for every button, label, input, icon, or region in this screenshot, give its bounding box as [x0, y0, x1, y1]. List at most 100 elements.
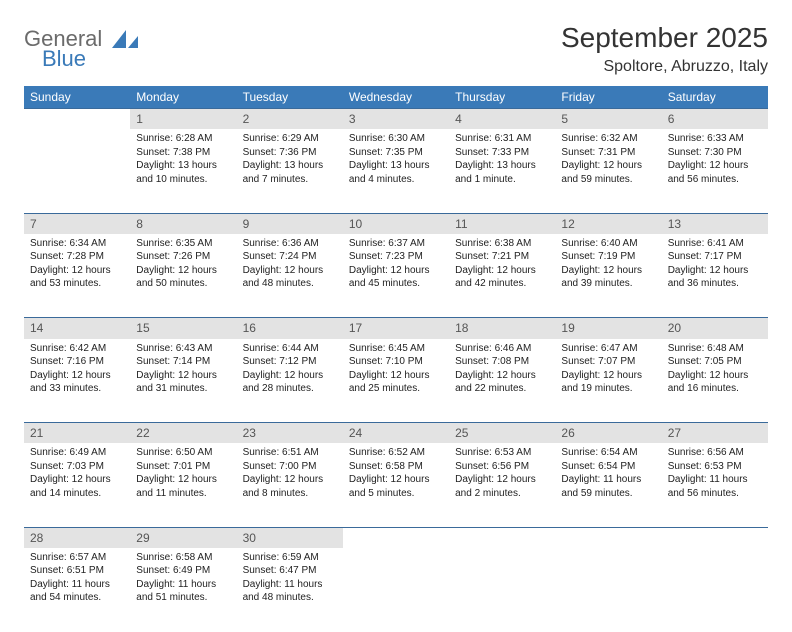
- daylight-text: Daylight: 12 hours and 31 minutes.: [136, 369, 230, 396]
- sunrise-text: Sunrise: 6:57 AM: [30, 551, 124, 565]
- day-number-cell: 2: [237, 109, 343, 130]
- day-number-cell: 4: [449, 109, 555, 130]
- day-number-cell: 20: [662, 318, 768, 339]
- daylight-text: Daylight: 12 hours and 59 minutes.: [561, 159, 655, 186]
- location: Spoltore, Abruzzo, Italy: [561, 58, 768, 76]
- sunset-text: Sunset: 7:38 PM: [136, 146, 230, 160]
- sunset-text: Sunset: 7:16 PM: [30, 355, 124, 369]
- daylight-text: Daylight: 12 hours and 5 minutes.: [349, 473, 443, 500]
- sunset-text: Sunset: 7:00 PM: [243, 460, 337, 474]
- sunrise-text: Sunrise: 6:48 AM: [668, 342, 762, 356]
- daylight-text: Daylight: 12 hours and 22 minutes.: [455, 369, 549, 396]
- day-number-cell: 21: [24, 423, 130, 444]
- day-number-cell: 23: [237, 423, 343, 444]
- day-cell: Sunrise: 6:54 AMSunset: 6:54 PMDaylight:…: [555, 443, 661, 527]
- daylight-text: Daylight: 12 hours and 42 minutes.: [455, 264, 549, 291]
- day-number-cell: 14: [24, 318, 130, 339]
- day-number-cell: 7: [24, 213, 130, 234]
- daylight-text: Daylight: 11 hours and 59 minutes.: [561, 473, 655, 500]
- weekday-header: Saturday: [662, 86, 768, 109]
- day-cell: Sunrise: 6:57 AMSunset: 6:51 PMDaylight:…: [24, 548, 130, 632]
- daylight-text: Daylight: 13 hours and 4 minutes.: [349, 159, 443, 186]
- day-number-cell: 17: [343, 318, 449, 339]
- sunrise-text: Sunrise: 6:35 AM: [136, 237, 230, 251]
- sunset-text: Sunset: 6:47 PM: [243, 564, 337, 578]
- sunrise-text: Sunrise: 6:51 AM: [243, 446, 337, 460]
- sunrise-text: Sunrise: 6:42 AM: [30, 342, 124, 356]
- sunset-text: Sunset: 7:03 PM: [30, 460, 124, 474]
- weekday-header: Thursday: [449, 86, 555, 109]
- day-number-cell: 25: [449, 423, 555, 444]
- day-content-row: Sunrise: 6:34 AMSunset: 7:28 PMDaylight:…: [24, 234, 768, 318]
- sunrise-text: Sunrise: 6:32 AM: [561, 132, 655, 146]
- sunrise-text: Sunrise: 6:38 AM: [455, 237, 549, 251]
- day-number-cell: 3: [343, 109, 449, 130]
- day-number-row: 14151617181920: [24, 318, 768, 339]
- sunset-text: Sunset: 6:54 PM: [561, 460, 655, 474]
- sunset-text: Sunset: 7:07 PM: [561, 355, 655, 369]
- day-number-cell: 19: [555, 318, 661, 339]
- day-cell: Sunrise: 6:47 AMSunset: 7:07 PMDaylight:…: [555, 339, 661, 423]
- day-cell: Sunrise: 6:52 AMSunset: 6:58 PMDaylight:…: [343, 443, 449, 527]
- day-cell: Sunrise: 6:31 AMSunset: 7:33 PMDaylight:…: [449, 129, 555, 213]
- sunrise-text: Sunrise: 6:33 AM: [668, 132, 762, 146]
- sunrise-text: Sunrise: 6:53 AM: [455, 446, 549, 460]
- day-content-row: Sunrise: 6:57 AMSunset: 6:51 PMDaylight:…: [24, 548, 768, 632]
- sunrise-text: Sunrise: 6:40 AM: [561, 237, 655, 251]
- sunrise-text: Sunrise: 6:31 AM: [455, 132, 549, 146]
- sunset-text: Sunset: 7:21 PM: [455, 250, 549, 264]
- daylight-text: Daylight: 12 hours and 16 minutes.: [668, 369, 762, 396]
- weekday-header: Friday: [555, 86, 661, 109]
- day-number-cell: [662, 527, 768, 548]
- daylight-text: Daylight: 12 hours and 25 minutes.: [349, 369, 443, 396]
- daylight-text: Daylight: 12 hours and 45 minutes.: [349, 264, 443, 291]
- daylight-text: Daylight: 13 hours and 10 minutes.: [136, 159, 230, 186]
- sunset-text: Sunset: 7:24 PM: [243, 250, 337, 264]
- day-number-cell: 24: [343, 423, 449, 444]
- day-number-row: 123456: [24, 109, 768, 130]
- day-cell: Sunrise: 6:38 AMSunset: 7:21 PMDaylight:…: [449, 234, 555, 318]
- day-cell: [24, 129, 130, 213]
- day-number-row: 78910111213: [24, 213, 768, 234]
- day-number-cell: 9: [237, 213, 343, 234]
- daylight-text: Daylight: 12 hours and 19 minutes.: [561, 369, 655, 396]
- sunrise-text: Sunrise: 6:37 AM: [349, 237, 443, 251]
- sunrise-text: Sunrise: 6:59 AM: [243, 551, 337, 565]
- day-cell: Sunrise: 6:58 AMSunset: 6:49 PMDaylight:…: [130, 548, 236, 632]
- day-number-cell: [555, 527, 661, 548]
- sunrise-text: Sunrise: 6:49 AM: [30, 446, 124, 460]
- day-number-cell: 12: [555, 213, 661, 234]
- weekday-header: Wednesday: [343, 86, 449, 109]
- sunset-text: Sunset: 7:14 PM: [136, 355, 230, 369]
- day-number-cell: [24, 109, 130, 130]
- day-number-cell: [343, 527, 449, 548]
- day-cell: Sunrise: 6:37 AMSunset: 7:23 PMDaylight:…: [343, 234, 449, 318]
- sunset-text: Sunset: 7:30 PM: [668, 146, 762, 160]
- day-number-cell: 16: [237, 318, 343, 339]
- daylight-text: Daylight: 11 hours and 51 minutes.: [136, 578, 230, 605]
- daylight-text: Daylight: 12 hours and 56 minutes.: [668, 159, 762, 186]
- sunrise-text: Sunrise: 6:50 AM: [136, 446, 230, 460]
- sunset-text: Sunset: 6:53 PM: [668, 460, 762, 474]
- day-cell: Sunrise: 6:46 AMSunset: 7:08 PMDaylight:…: [449, 339, 555, 423]
- day-cell: [555, 548, 661, 632]
- weekday-header: Sunday: [24, 86, 130, 109]
- day-cell: Sunrise: 6:30 AMSunset: 7:35 PMDaylight:…: [343, 129, 449, 213]
- day-cell: Sunrise: 6:36 AMSunset: 7:24 PMDaylight:…: [237, 234, 343, 318]
- day-number-cell: 1: [130, 109, 236, 130]
- title-block: September 2025 Spoltore, Abruzzo, Italy: [561, 22, 768, 76]
- day-number-cell: 30: [237, 527, 343, 548]
- day-cell: Sunrise: 6:59 AMSunset: 6:47 PMDaylight:…: [237, 548, 343, 632]
- sunset-text: Sunset: 7:12 PM: [243, 355, 337, 369]
- sunrise-text: Sunrise: 6:30 AM: [349, 132, 443, 146]
- day-number-cell: 5: [555, 109, 661, 130]
- day-cell: Sunrise: 6:56 AMSunset: 6:53 PMDaylight:…: [662, 443, 768, 527]
- sunrise-text: Sunrise: 6:36 AM: [243, 237, 337, 251]
- month-title: September 2025: [561, 22, 768, 54]
- day-number-cell: 22: [130, 423, 236, 444]
- day-cell: Sunrise: 6:50 AMSunset: 7:01 PMDaylight:…: [130, 443, 236, 527]
- daylight-text: Daylight: 12 hours and 8 minutes.: [243, 473, 337, 500]
- day-cell: [662, 548, 768, 632]
- day-cell: Sunrise: 6:34 AMSunset: 7:28 PMDaylight:…: [24, 234, 130, 318]
- daylight-text: Daylight: 12 hours and 50 minutes.: [136, 264, 230, 291]
